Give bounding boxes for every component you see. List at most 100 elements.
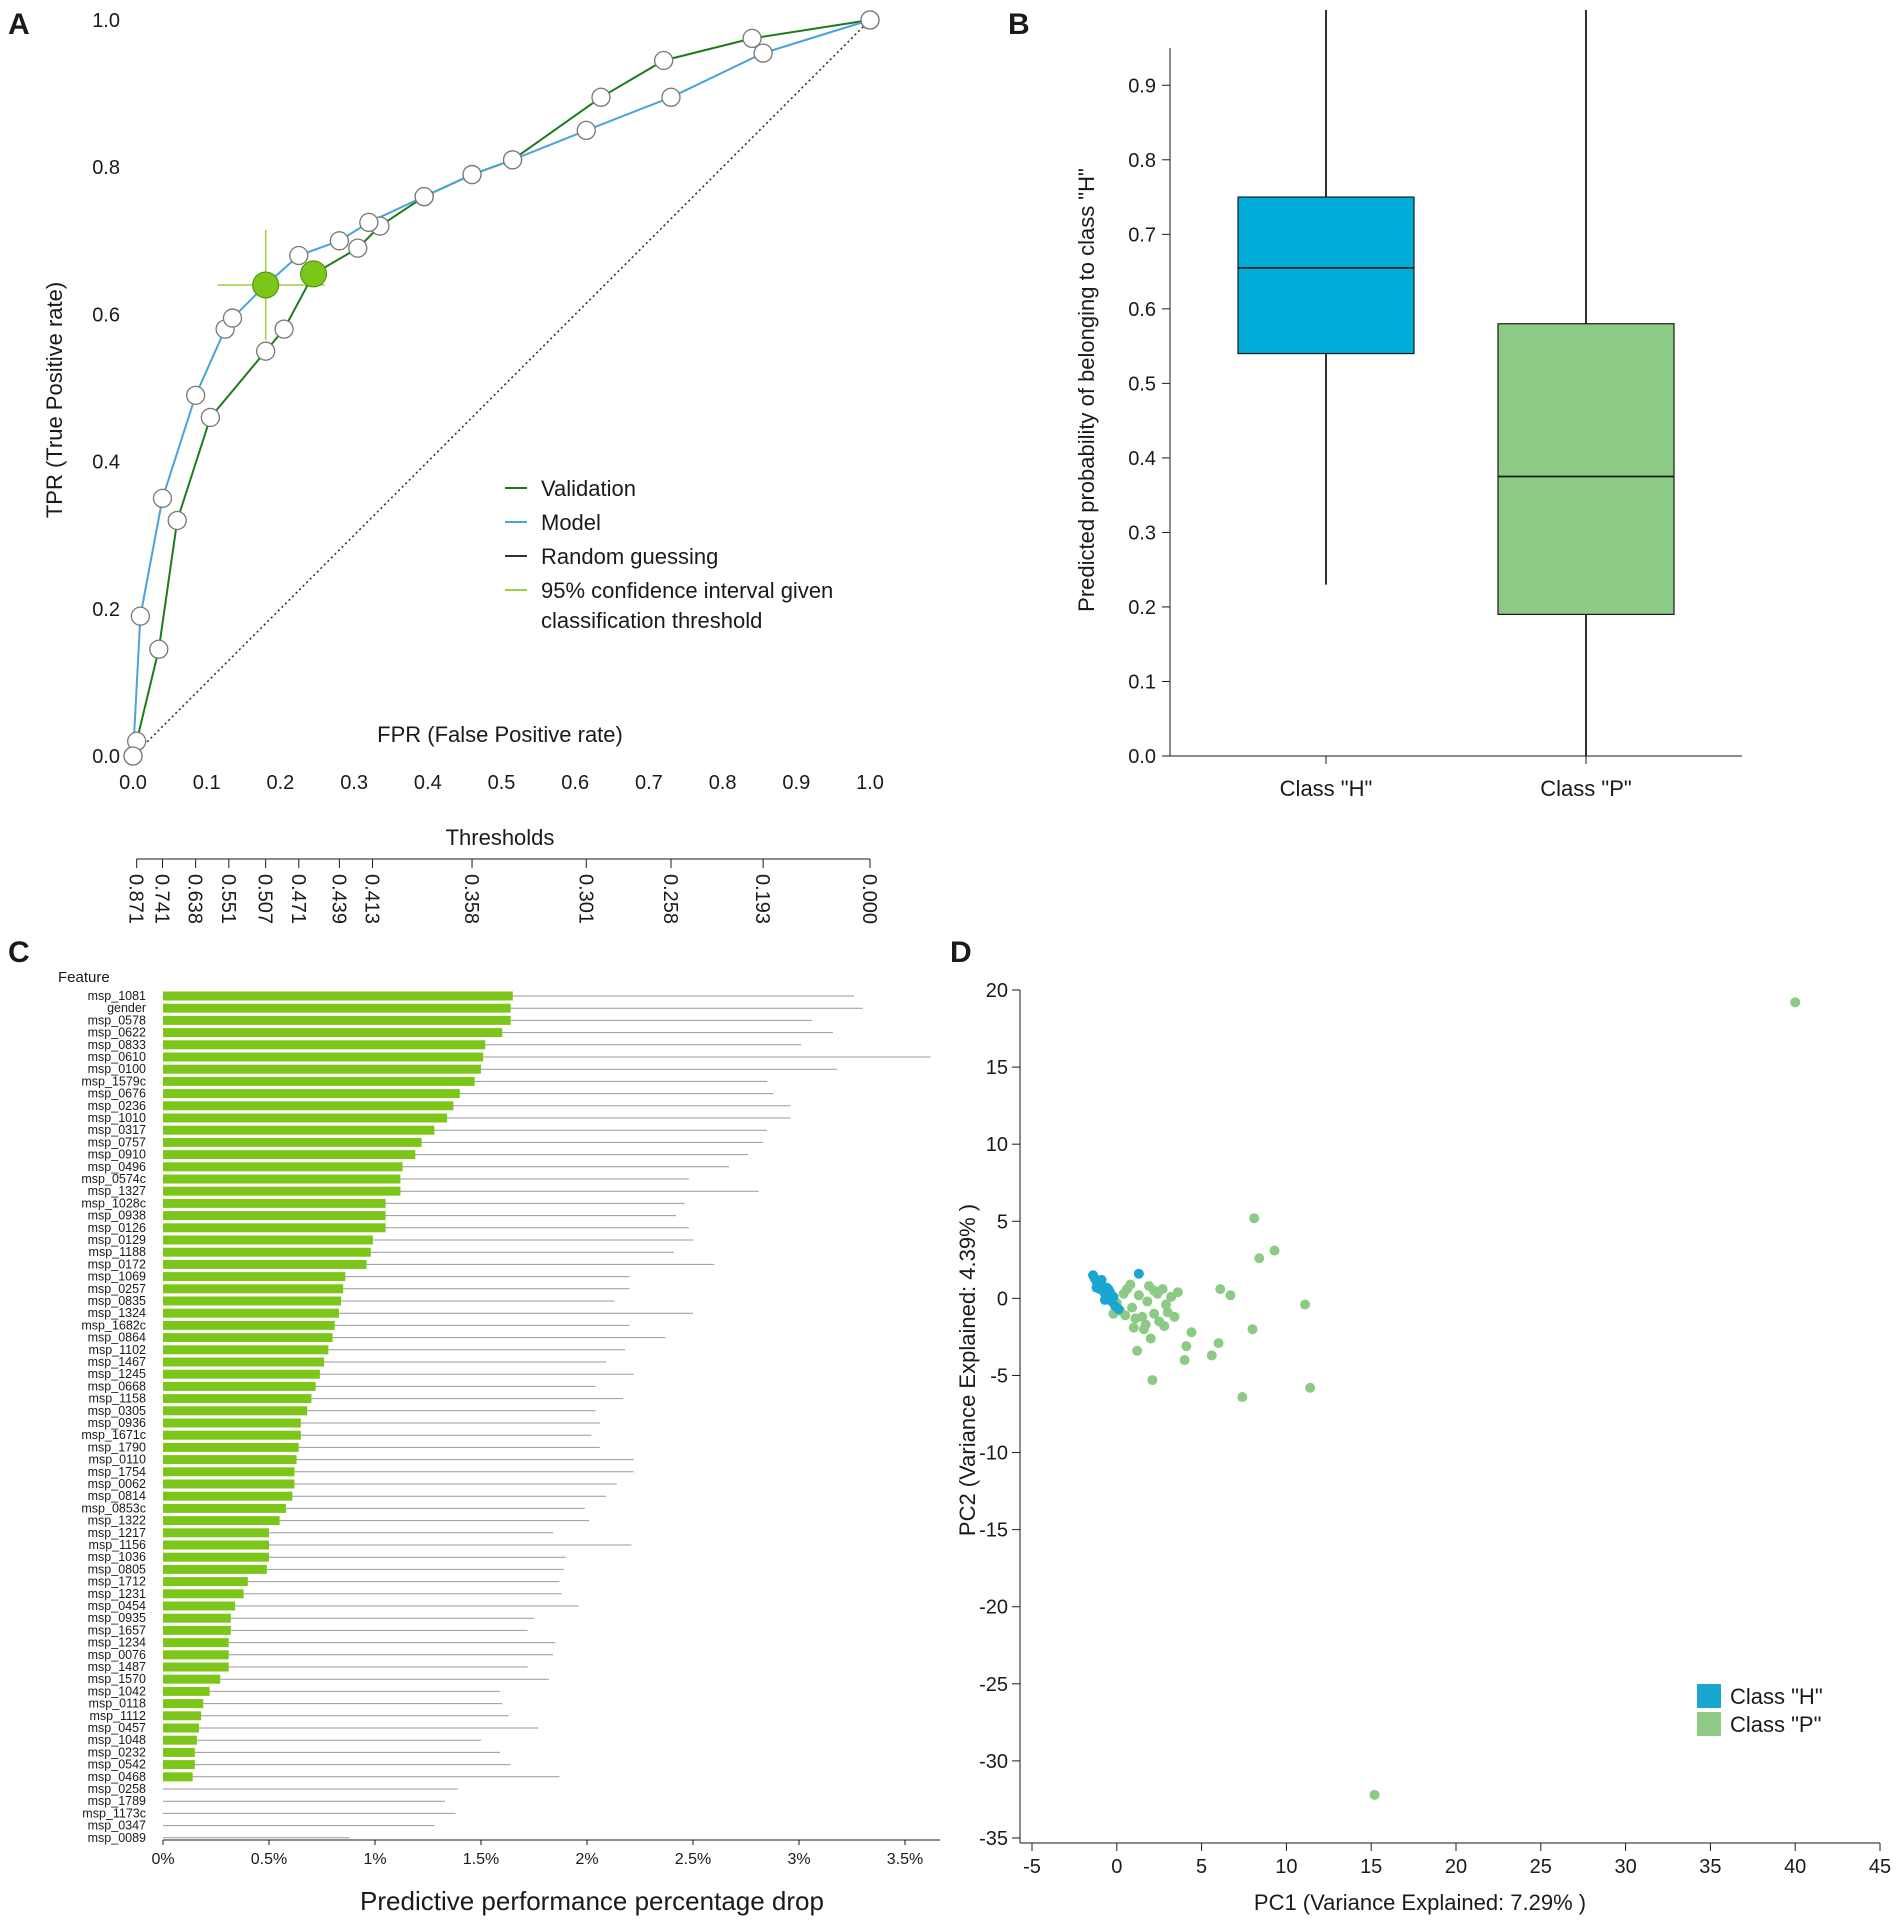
box-iqr <box>1237 196 1415 355</box>
threshold-label: 0.193 <box>751 874 773 924</box>
scatter-point-class-p <box>1172 1287 1183 1298</box>
feature-label: msp_0757 <box>88 1135 146 1149</box>
feature-bar <box>163 1479 295 1489</box>
pca-y-tick: -25 <box>979 1674 1008 1696</box>
feature-label: msp_1112 <box>89 1709 146 1723</box>
scatter-point-class-p <box>1249 1213 1260 1224</box>
feature-label: msp_0496 <box>88 1160 146 1174</box>
scatter-point-class-p <box>1149 1308 1160 1319</box>
scatter-point-class-p <box>1127 1302 1138 1313</box>
roc-x-tick: 0.7 <box>635 772 663 794</box>
feature-label: msp_0864 <box>88 1331 146 1345</box>
feature-bar <box>163 1638 229 1648</box>
feature-bar <box>163 991 513 1001</box>
roc-chart: FPR (False Positive rate) TPR (True Posi… <box>42 10 884 924</box>
feature-bar <box>163 1430 301 1440</box>
feature-bar <box>163 1198 386 1208</box>
scatter-point-class-p <box>1790 997 1801 1008</box>
pca-y-tick: 15 <box>986 1057 1008 1079</box>
feature-label: msp_1487 <box>88 1660 146 1674</box>
feature-label: msp_0317 <box>88 1123 146 1137</box>
model-point <box>123 746 143 766</box>
pca-x-tick: 35 <box>1699 1856 1721 1878</box>
model-point <box>462 164 482 185</box>
scatter-point-class-p <box>1169 1311 1180 1322</box>
threshold-label: 0.741 <box>150 874 172 924</box>
validation-point <box>274 319 294 339</box>
feature-label: msp_0100 <box>88 1062 146 1076</box>
feature-bar <box>163 1101 454 1111</box>
scatter-point-class-p <box>1160 1299 1171 1310</box>
feature-label: msp_0457 <box>88 1721 146 1735</box>
feature-label: msp_0578 <box>88 1013 146 1027</box>
threshold-label: 0.439 <box>327 874 349 924</box>
model-point <box>329 231 350 251</box>
legend-class-p: Class "P" <box>1730 1712 1821 1737</box>
roc-x-tick: 0.1 <box>193 772 221 794</box>
legend-ci-line1: 95% confidence interval given <box>541 578 833 603</box>
scatter-point-class-p <box>1159 1321 1170 1332</box>
roc-x-tick: 0.5 <box>488 772 516 794</box>
scatter-point-class-p <box>1118 1288 1129 1299</box>
feature-bar <box>163 1211 386 1221</box>
scatter-point-class-h <box>1113 1304 1124 1315</box>
feature-label: msp_1173c <box>82 1806 146 1820</box>
roc-y-tick: 0.0 <box>92 746 120 768</box>
feature-label: msp_1231 <box>88 1587 146 1601</box>
feature-label: msp_0454 <box>88 1599 146 1613</box>
pca-y-tick: -10 <box>979 1443 1008 1465</box>
pca-y-tick: -15 <box>979 1520 1008 1542</box>
feature-label: msp_0835 <box>88 1294 146 1308</box>
boxplot-chart: Predicted probability of belonging to cl… <box>1074 10 1742 801</box>
scatter-point-class-h <box>1108 1291 1119 1302</box>
feature-label: msp_0118 <box>89 1697 146 1711</box>
threshold-label: 0.358 <box>460 874 482 924</box>
model-point <box>753 43 773 63</box>
feature-bar <box>163 1345 329 1355</box>
pca-x-tick: 30 <box>1614 1856 1636 1878</box>
feature-label: msp_1102 <box>89 1343 146 1357</box>
feature-bar <box>163 1772 193 1782</box>
legend-validation: Validation <box>541 476 636 501</box>
threshold-label: 0.638 <box>184 874 206 924</box>
scatter-point-class-p <box>1142 1296 1153 1307</box>
feature-x-tick: 0.5% <box>251 1851 287 1868</box>
roc-y-tick: 0.2 <box>92 599 120 621</box>
feature-x-tick: 0% <box>151 1851 174 1868</box>
pca-x-tick: 45 <box>1869 1856 1891 1878</box>
boxplot-y-label: Predicted probability of belonging to cl… <box>1074 168 1099 612</box>
roc-legend: Validation Model Random guessing 95% con… <box>505 476 833 633</box>
feature-bar <box>163 1552 269 1562</box>
scatter-point-class-p <box>1254 1253 1265 1264</box>
pca-y-tick: -5 <box>990 1365 1008 1387</box>
roc-x-tick: 1.0 <box>856 772 884 794</box>
feature-label: msp_1048 <box>88 1733 146 1747</box>
scatter-point-class-p <box>1147 1375 1158 1386</box>
pca-x-tick: 40 <box>1784 1856 1806 1878</box>
feature-bar <box>163 1247 371 1257</box>
feature-importance-chart: Feature Predictive performance percentag… <box>58 969 940 1916</box>
feature-bar <box>163 1418 301 1428</box>
feature-label: msp_0347 <box>88 1819 146 1833</box>
pca-x-tick: 25 <box>1530 1856 1552 1878</box>
feature-bar <box>163 1052 484 1062</box>
feature-bar <box>163 1503 286 1513</box>
feature-x-tick: 1% <box>363 1851 386 1868</box>
threshold-label: 0.258 <box>659 874 681 924</box>
threshold-label: 0.871 <box>125 874 147 924</box>
feature-bar <box>163 1333 333 1343</box>
feature-label: msp_1657 <box>88 1623 146 1637</box>
roc-x-tick: 0.6 <box>561 772 589 794</box>
pca-x-label: PC1 (Variance Explained: 7.29% ) <box>1254 1890 1586 1915</box>
box-iqr <box>1497 323 1675 615</box>
threshold-label: 0.471 <box>287 874 309 924</box>
feature-bar <box>163 1064 481 1074</box>
feature-label: msp_0938 <box>88 1209 146 1223</box>
panel-label-c: C <box>8 936 30 969</box>
feature-label: msp_0833 <box>88 1038 146 1052</box>
feature-bar <box>163 1686 210 1696</box>
validation-point <box>591 87 611 107</box>
roc-y-tick: 0.6 <box>92 304 120 326</box>
pca-y-tick: 10 <box>986 1134 1008 1156</box>
